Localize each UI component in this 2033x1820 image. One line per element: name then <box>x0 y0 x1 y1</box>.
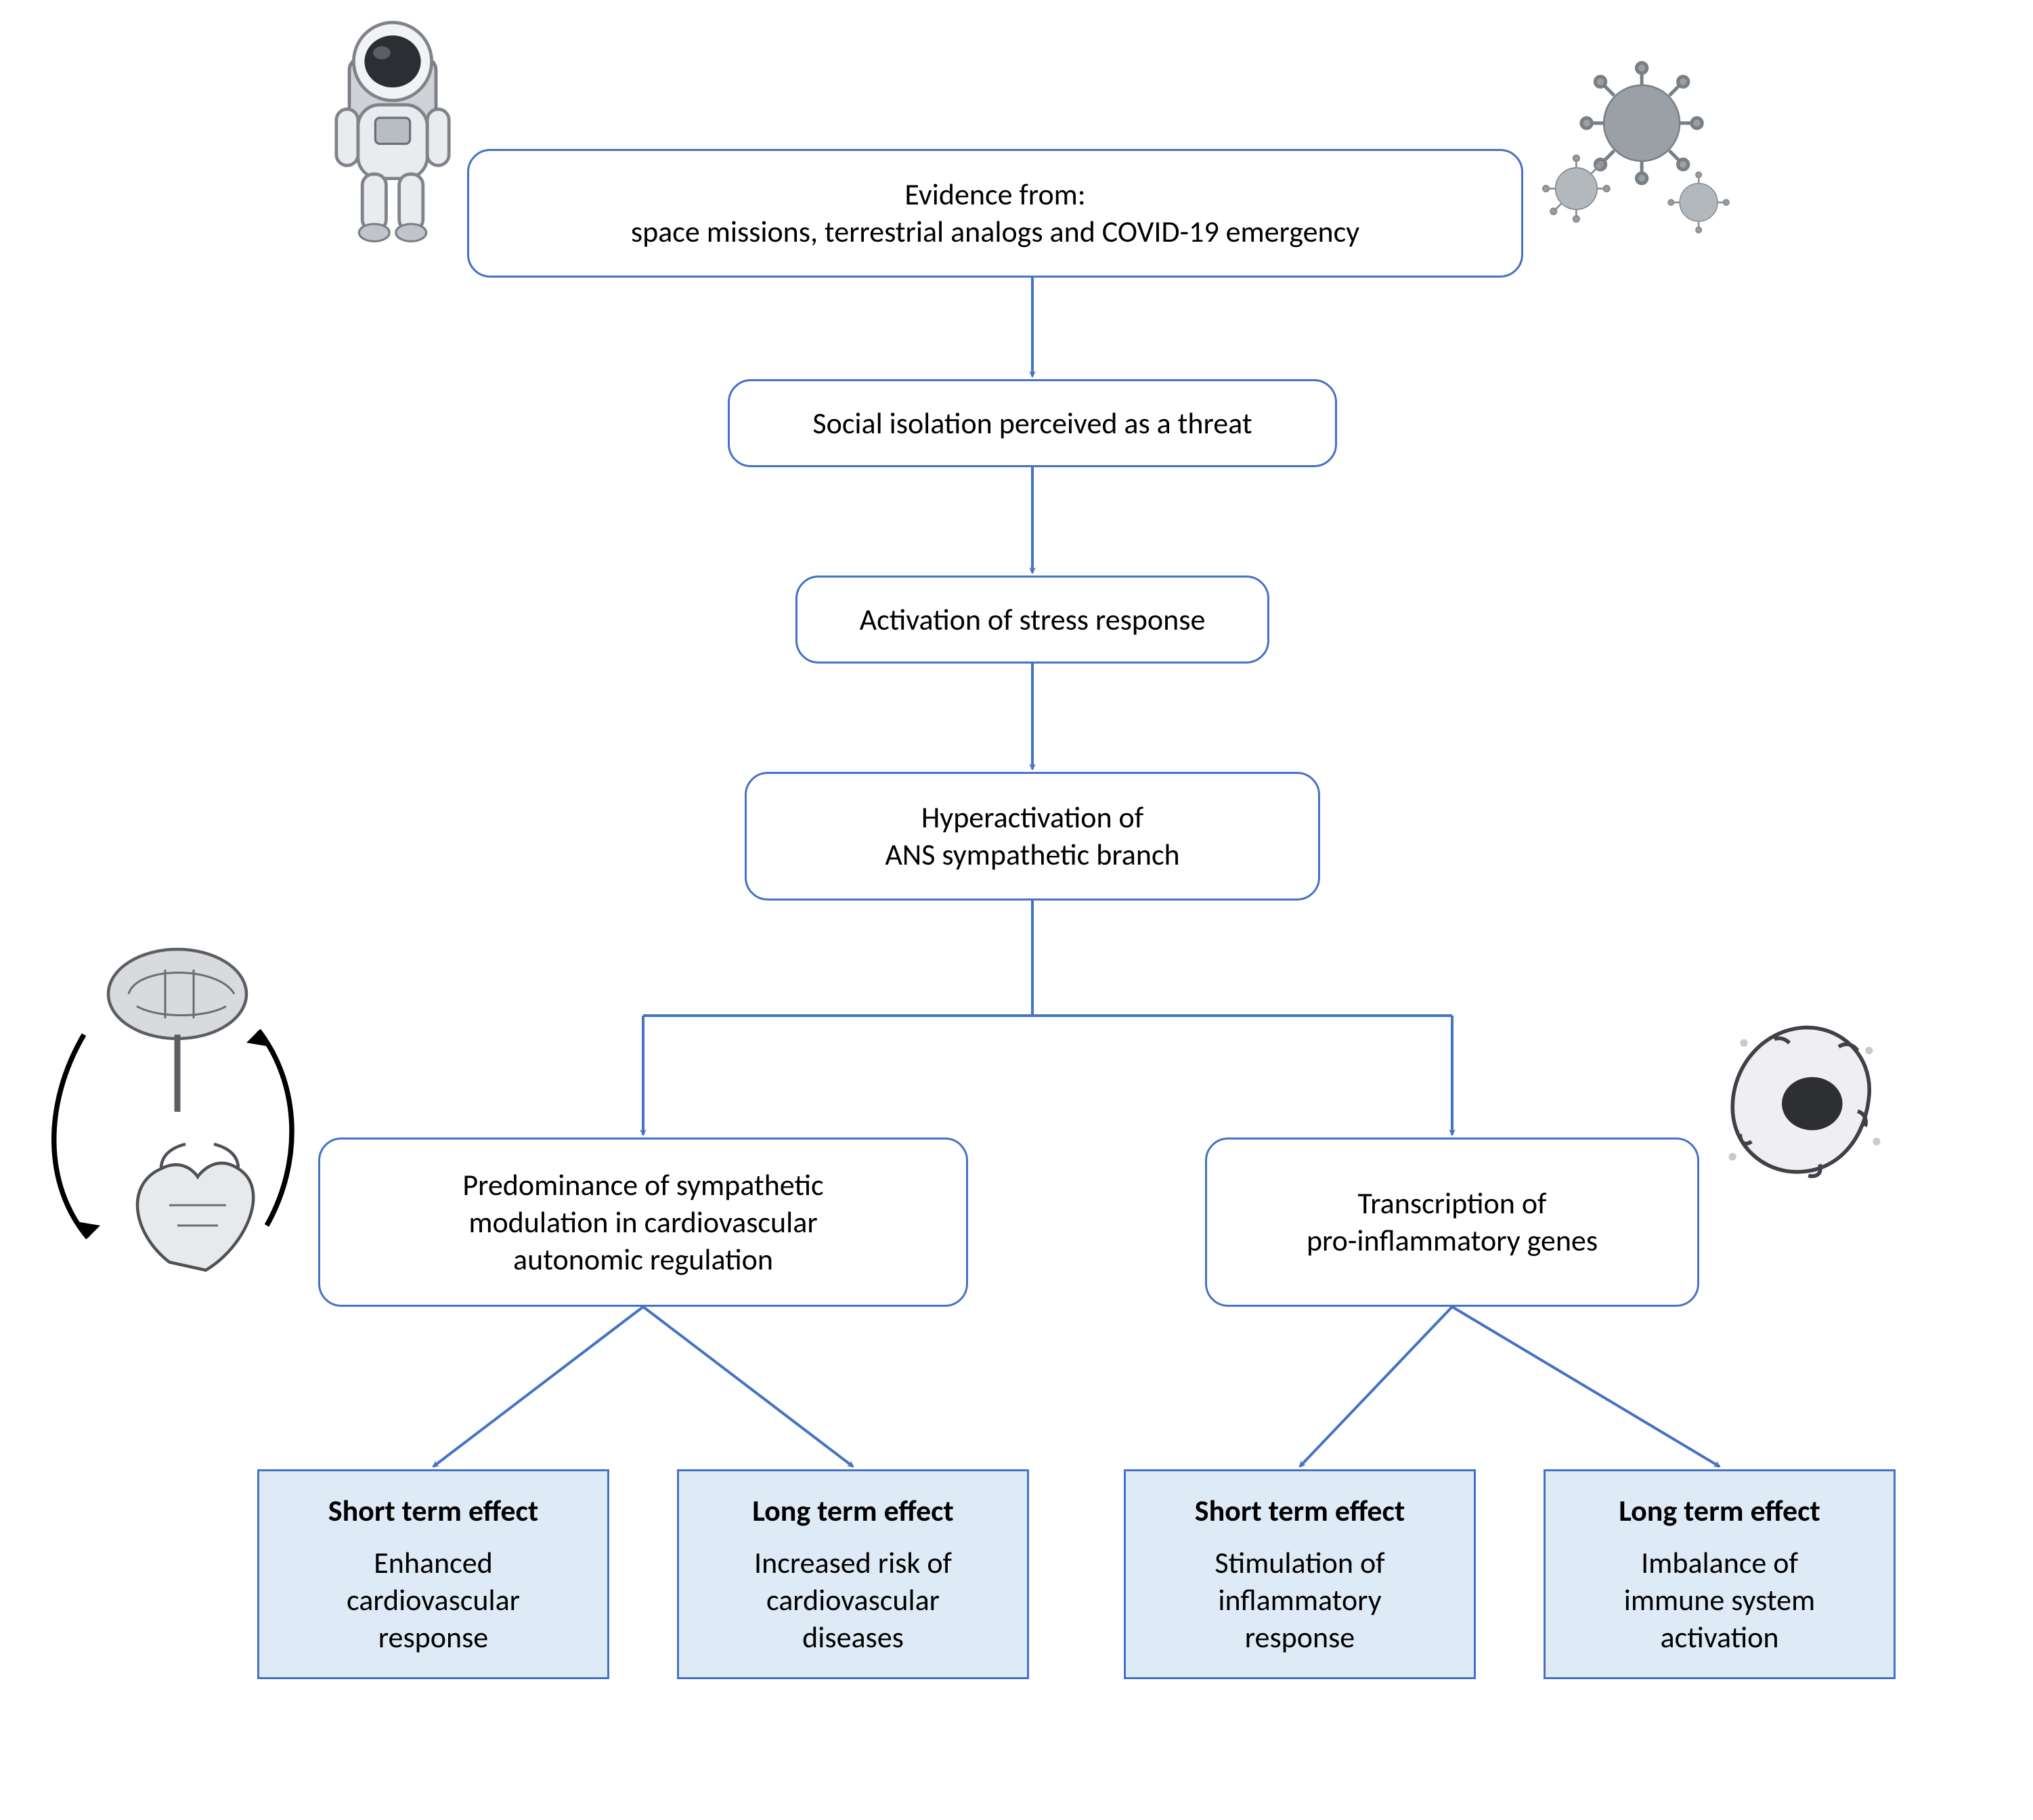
box-short-cv-l1: Enhanced <box>374 1544 493 1582</box>
box-long-immune: Long term effect Imbalance of immune sys… <box>1544 1469 1896 1679</box>
node-proinflammatory-transcription: Transcription of pro-inflammatory genes <box>1205 1138 1699 1307</box>
box-short-cv-l3: response <box>378 1619 488 1656</box>
brain-heart-illustration <box>27 921 311 1307</box>
flowchart-canvas: Evidence from: space missions, terrestri… <box>0 0 2033 1820</box>
cell-illustration <box>1706 1009 1896 1198</box>
node-ans-hyperactivation: Hyperactivation of ANS sympathetic branc… <box>745 772 1320 901</box>
node-inflam-line2: pro-inflammatory genes <box>1307 1222 1598 1259</box>
node-symp-line2: modulation in cardiovascular <box>462 1204 823 1241</box>
box-short-cv-l2: cardiovascular <box>347 1582 520 1619</box>
virus-illustration <box>1530 54 1747 244</box>
box-short-immune: Short term effect Stimulation of inflamm… <box>1124 1469 1476 1679</box>
box-long-immune-l1: Imbalance of <box>1641 1544 1798 1582</box>
node-stress-response: Activation of stress response <box>795 576 1269 664</box>
node-inflam-line1: Transcription of <box>1307 1185 1598 1222</box>
box-short-immune-l1: Stimulation of <box>1215 1544 1384 1582</box>
box-short-immune-title: Short term effect <box>1195 1492 1405 1530</box>
node-evidence-line2: space missions, terrestrial analogs and … <box>631 213 1359 251</box>
box-long-cv-l1: Increased risk of <box>754 1544 952 1582</box>
box-short-immune-l3: response <box>1245 1619 1355 1656</box>
node-sympathetic-predominance: Predominance of sympathetic modulation i… <box>318 1138 968 1307</box>
box-long-cv-l2: cardiovascular <box>766 1582 940 1619</box>
box-long-cv-l3: diseases <box>802 1619 904 1656</box>
node-symp-line1: Predominance of sympathetic <box>462 1167 823 1204</box>
box-long-cv: Long term effect Increased risk of cardi… <box>677 1469 1029 1679</box>
box-short-cv-title: Short term effect <box>328 1492 538 1530</box>
node-evidence-line1: Evidence from: <box>631 176 1359 213</box>
node-stress-response-text: Activation of stress response <box>860 601 1206 638</box>
box-long-immune-l3: activation <box>1661 1619 1779 1656</box>
box-long-immune-title: Long term effect <box>1619 1492 1820 1530</box>
box-short-cv: Short term effect Enhanced cardiovascula… <box>257 1469 609 1679</box>
box-short-immune-l2: inflammatory <box>1218 1582 1381 1619</box>
node-social-isolation-text: Social isolation perceived as a threat <box>812 405 1252 442</box>
node-ans-line2: ANS sympathetic branch <box>885 836 1179 873</box>
node-social-isolation: Social isolation perceived as a threat <box>728 379 1337 467</box>
node-evidence: Evidence from: space missions, terrestri… <box>467 149 1523 278</box>
box-long-cv-title: Long term effect <box>752 1492 954 1530</box>
node-ans-line1: Hyperactivation of <box>885 799 1179 836</box>
node-symp-line3: autonomic regulation <box>462 1241 823 1278</box>
box-long-immune-l2: immune system <box>1624 1582 1815 1619</box>
